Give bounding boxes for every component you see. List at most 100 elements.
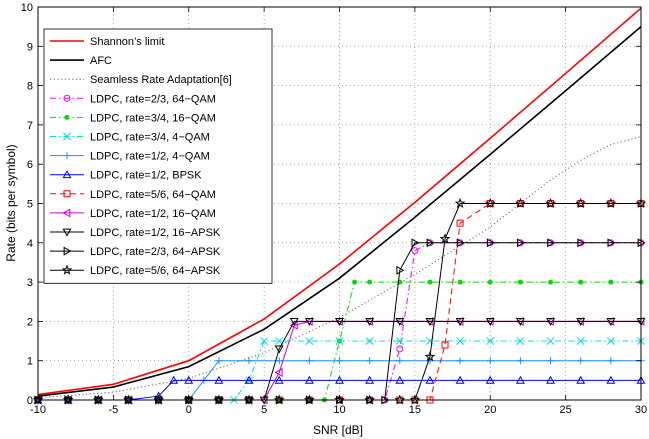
data-point — [455, 318, 465, 327]
legend-label: LDPC, rate=5/6, 64−QAM — [90, 189, 216, 201]
data-point — [456, 238, 465, 248]
data-point — [396, 357, 404, 365]
data-point — [365, 375, 375, 384]
legend-entry: Shannon’s limit — [50, 36, 164, 48]
y-tick-label: 5 — [27, 199, 33, 211]
data-point — [275, 337, 284, 346]
x-tick-label: 5 — [261, 404, 267, 416]
data-point — [367, 279, 373, 285]
legend-entry: AFC — [50, 55, 112, 67]
data-point — [169, 375, 179, 384]
legend-label: LDPC, rate=3/4, 4−QAM — [90, 132, 210, 144]
legend-label: Shannon’s limit — [90, 36, 164, 48]
data-point — [366, 357, 374, 365]
data-point — [275, 357, 283, 365]
data-point — [409, 394, 421, 405]
data-point — [273, 394, 285, 405]
data-point — [395, 375, 405, 384]
data-point — [577, 238, 586, 248]
legend-label: LDPC, rate=1/2, 16−QAM — [90, 208, 216, 220]
data-point — [274, 375, 284, 384]
data-point — [517, 279, 523, 285]
data-point — [516, 337, 525, 346]
legend-marker — [62, 208, 71, 218]
data-point — [425, 375, 435, 384]
legend-label: LDPC, rate=2/3, 64−QAM — [90, 93, 216, 105]
data-point — [395, 337, 404, 346]
data-point — [365, 337, 374, 346]
y-tick-label: 1 — [27, 356, 33, 368]
legend-entry: LDPC, rate=1/2, BPSK — [50, 170, 202, 182]
data-point — [607, 238, 616, 248]
data-point — [426, 238, 435, 248]
data-point — [517, 238, 526, 248]
series-1 — [37, 7, 642, 396]
data-point — [364, 394, 375, 405]
data-point — [578, 279, 584, 285]
legend-entry: LDPC, rate=1/2, 4−QAM — [50, 151, 210, 163]
series-line — [37, 7, 642, 396]
legend-entry: LDPC, rate=3/4, 4−QAM — [50, 132, 210, 144]
legend-label: Seamless Rate Adaptation[6] — [90, 74, 232, 86]
legend-entry: LDPC, rate=1/2, 16−APSK — [50, 227, 221, 239]
data-point — [213, 394, 225, 405]
x-axis-label: SNR [dB] — [313, 423, 363, 437]
data-point — [335, 375, 344, 384]
data-point — [214, 375, 224, 384]
data-point — [577, 357, 585, 365]
data-point — [244, 375, 254, 384]
data-point — [396, 345, 404, 353]
data-point — [123, 394, 134, 405]
data-point — [243, 394, 255, 405]
y-tick-label: 0 — [27, 395, 33, 407]
plot-frame — [37, 6, 642, 401]
data-point — [274, 368, 283, 377]
data-point — [335, 318, 344, 327]
data-point — [575, 197, 587, 209]
data-point — [335, 357, 344, 365]
data-point — [304, 318, 314, 327]
data-point — [456, 337, 465, 346]
data-point — [608, 279, 614, 285]
x-tick-label: 15 — [409, 404, 421, 416]
legend-marker — [63, 152, 71, 160]
y-tick-label: 2 — [27, 316, 33, 328]
data-point — [305, 357, 313, 365]
legend-marker — [62, 228, 72, 237]
data-point — [606, 375, 616, 384]
x-tick-label: 10 — [333, 404, 345, 416]
y-tick-label: 3 — [27, 277, 33, 289]
data-point — [154, 391, 164, 400]
data-point — [487, 279, 493, 285]
data-point — [184, 375, 194, 384]
data-point — [607, 357, 615, 365]
data-point — [515, 197, 526, 209]
data-point — [576, 375, 586, 384]
legend-label: AFC — [90, 55, 112, 67]
y-tick-label: 10 — [21, 2, 33, 14]
data-point — [92, 394, 104, 405]
x-tick-label: 0 — [186, 404, 192, 416]
data-point — [485, 375, 495, 384]
legend-label: LDPC, rate=1/2, 16−APSK — [90, 227, 221, 239]
data-point — [32, 394, 44, 405]
data-point — [455, 375, 465, 384]
x-tick-label: -5 — [108, 404, 118, 416]
y-tick-label: 7 — [27, 120, 33, 132]
data-point — [260, 337, 269, 346]
tick-labels: -10 -5 0 5 10 15 20 25 30 0 1 2 3 4 5 6 7 8 9 10 — [21, 2, 647, 416]
legend-label: LDPC, rate=2/3, 64−APSK — [90, 246, 221, 258]
x-tick-label: 30 — [635, 404, 647, 416]
data-point — [548, 279, 554, 285]
legend-entry: LDPC, rate=1/2, 16−QAM — [50, 208, 216, 220]
legend-label: LDPC, rate=3/4, 16−QAM — [90, 112, 216, 124]
data-point — [274, 345, 284, 354]
data-point — [305, 337, 314, 346]
legend-label: LDPC, rate=1/2, BPSK — [90, 170, 202, 182]
data-point — [304, 375, 314, 384]
legend-marker — [62, 170, 72, 179]
data-point — [334, 394, 345, 405]
data-point — [515, 318, 525, 327]
data-point — [606, 318, 616, 327]
data-point — [441, 341, 449, 349]
